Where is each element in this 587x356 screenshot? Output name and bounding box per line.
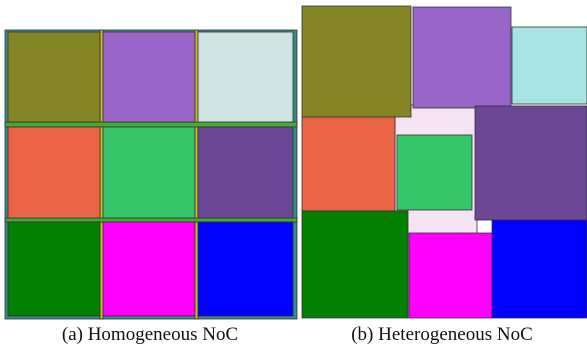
heterogeneous-layout (302, 6, 587, 318)
caption: (a) Homogeneous NoC (5, 324, 295, 346)
caption: (b) Heterogeneous NoC (297, 324, 587, 346)
homogeneous-layout (5, 30, 297, 319)
figure: (a) Homogeneous NoC (b) Heterogeneous No… (0, 0, 587, 356)
layouts (0, 0, 587, 322)
